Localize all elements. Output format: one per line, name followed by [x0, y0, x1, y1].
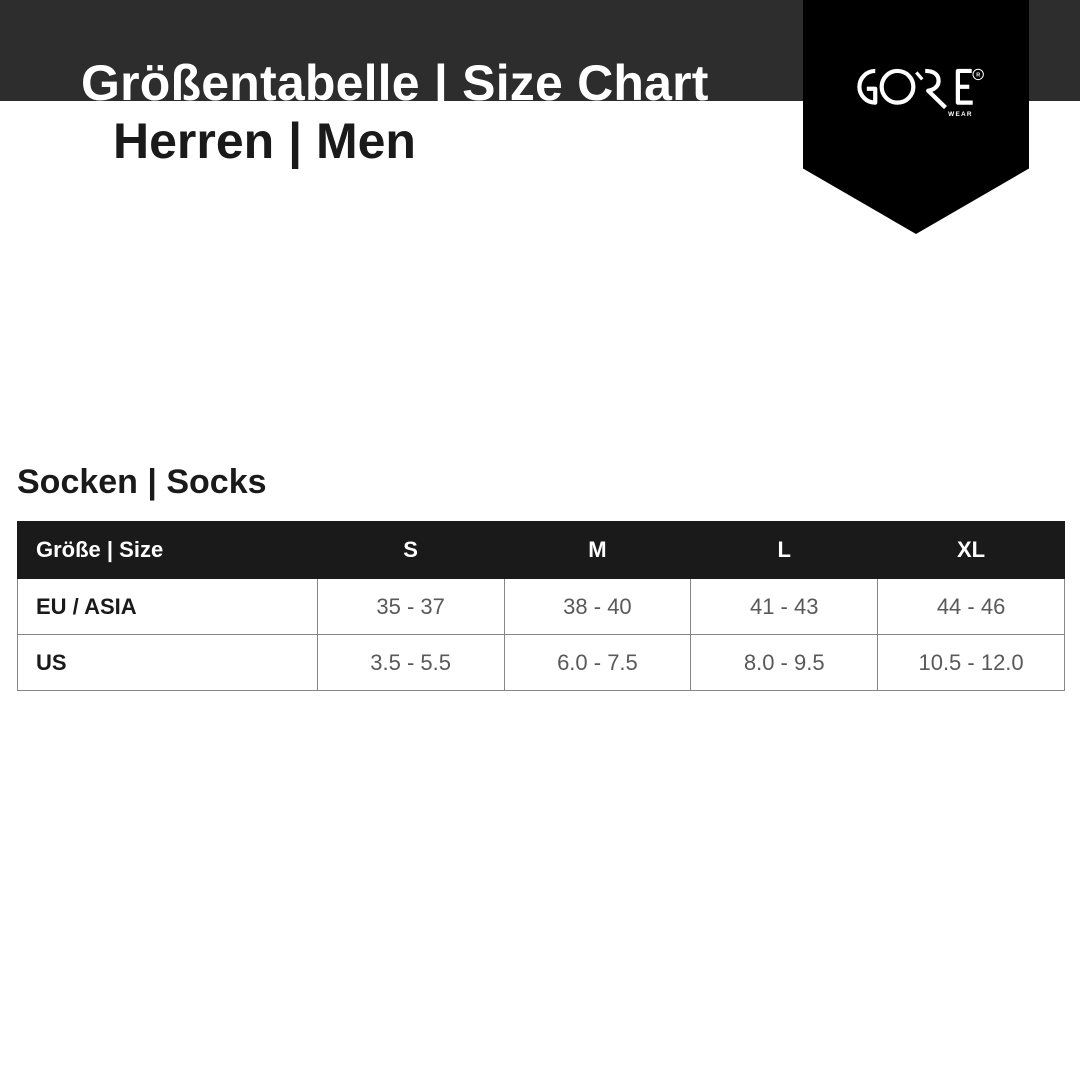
svg-text:WEAR: WEAR — [948, 111, 973, 118]
svg-text:R: R — [976, 73, 980, 79]
